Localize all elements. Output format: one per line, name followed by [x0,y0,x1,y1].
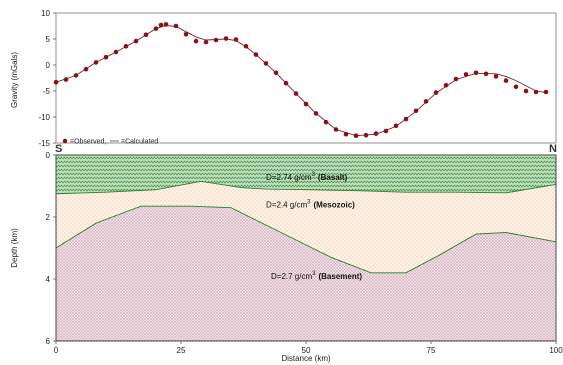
observed-point [83,66,89,72]
observed-point [513,84,519,90]
observed-point [213,37,219,43]
observed-point [423,99,429,104]
observed-point [403,116,409,122]
observed-point [103,54,109,60]
observed-point [393,123,399,129]
north-label: N [549,143,557,155]
observed-point [413,108,419,114]
depth-y-axis-label: Depth (km) [10,228,19,268]
legend-observed-marker [62,138,68,144]
observed-point [453,76,459,82]
distance-x-tick-label: 0 [54,346,59,355]
layer-label-mesozoic: D=2.4 g/cm3 (Mesozoic) [266,200,355,210]
observed-point [503,78,509,83]
observed-point [363,132,369,138]
observed-point [63,77,69,82]
depth-y-tick-label: 2 [46,213,51,222]
gravity-plot-frame [55,12,557,144]
observed-point [133,38,139,44]
observed-point [253,52,259,57]
observed-point [183,32,189,37]
distance-x-axis-label: Distance (km) [281,354,331,363]
observed-point [158,22,164,28]
observed-point [193,38,199,44]
observed-point [463,72,469,77]
legend-observed-label: =Observed, [70,139,106,146]
observed-point [53,79,59,85]
observed-point [273,70,279,76]
observed-point [333,127,339,132]
observed-point [293,91,299,96]
observed-point [93,60,99,65]
observed-point [73,73,79,78]
observed-point [473,70,479,76]
depth-panel: 0 2 4 6 0 25 50 75 100 Depth (km) Distance (km)… [10,143,563,363]
observed-point [173,23,179,29]
observed-point [153,26,159,31]
observed-point [163,22,169,27]
layer-label-basalt: D=2.74 g/cm3 (Basalt) [266,172,348,182]
distance-x-tick-label: 75 [427,346,436,355]
observed-point [443,83,449,88]
observed-point [203,39,209,45]
depth-y-tick-label: 6 [46,337,51,346]
basement-boundary [55,205,557,274]
layer-labels: D=2.74 g/cm3 (Basalt) D=2.4 g/cm3 (Mesozoic… [266,172,362,281]
gravity-panel: 10 5 0 -5 -10 -15 Gravity (mGals) =Observed, … [10,9,557,148]
observed-point [243,44,249,49]
gravity-y-tick-label: 0 [46,61,51,70]
layer-label-basement: D=2.7 g/cm3 (Basement) [271,271,362,281]
basement-layer [56,206,556,341]
observed-point [533,89,539,95]
observed-point [493,74,499,79]
observed-series [53,22,549,138]
distance-x-tick-label: 50 [302,346,311,355]
basalt-boundary [55,180,557,195]
gravity-y-tick-label: -5 [43,87,51,96]
observed-point [223,36,229,41]
observed-point [543,89,549,95]
density-layers [55,155,557,341]
gravity-y-tick-label: 10 [41,9,50,18]
basalt-layer [56,155,556,194]
observed-point [313,111,319,116]
observed-point [323,119,329,125]
legend-calculated-label: =Calculated [121,139,158,146]
observed-point [483,71,489,77]
gravity-legend: =Observed, =Calculated [62,138,158,146]
gravity-y-tick-label: 5 [46,35,51,44]
observed-point [303,101,309,107]
gravity-y-axis-label: Gravity (mGals) [10,52,19,108]
depth-y-tick-label: 4 [46,275,51,284]
observed-point [143,32,149,38]
observed-point [113,49,119,55]
gravity-y-tick-label: -10 [38,113,50,122]
observed-point [283,80,289,86]
gravity-y-tick-label: -15 [38,139,50,148]
observed-point [263,61,269,66]
observed-point [353,133,359,138]
south-label: S [55,143,62,155]
depth-y-ticks: 0 2 4 6 [46,151,56,346]
distance-x-tick-label: 25 [177,346,186,355]
distance-x-ticks: 0 25 50 75 100 [54,341,563,355]
observed-point [123,44,129,49]
observed-point [233,37,239,42]
observed-point [373,131,379,136]
depth-y-tick-label: 0 [46,151,51,160]
gravity-y-ticks: 10 5 0 -5 -10 -15 [38,9,56,148]
observed-point [523,88,529,94]
observed-point [383,128,389,134]
observed-point [343,131,349,137]
observed-point [433,90,439,95]
distance-x-tick-label: 100 [549,346,563,355]
